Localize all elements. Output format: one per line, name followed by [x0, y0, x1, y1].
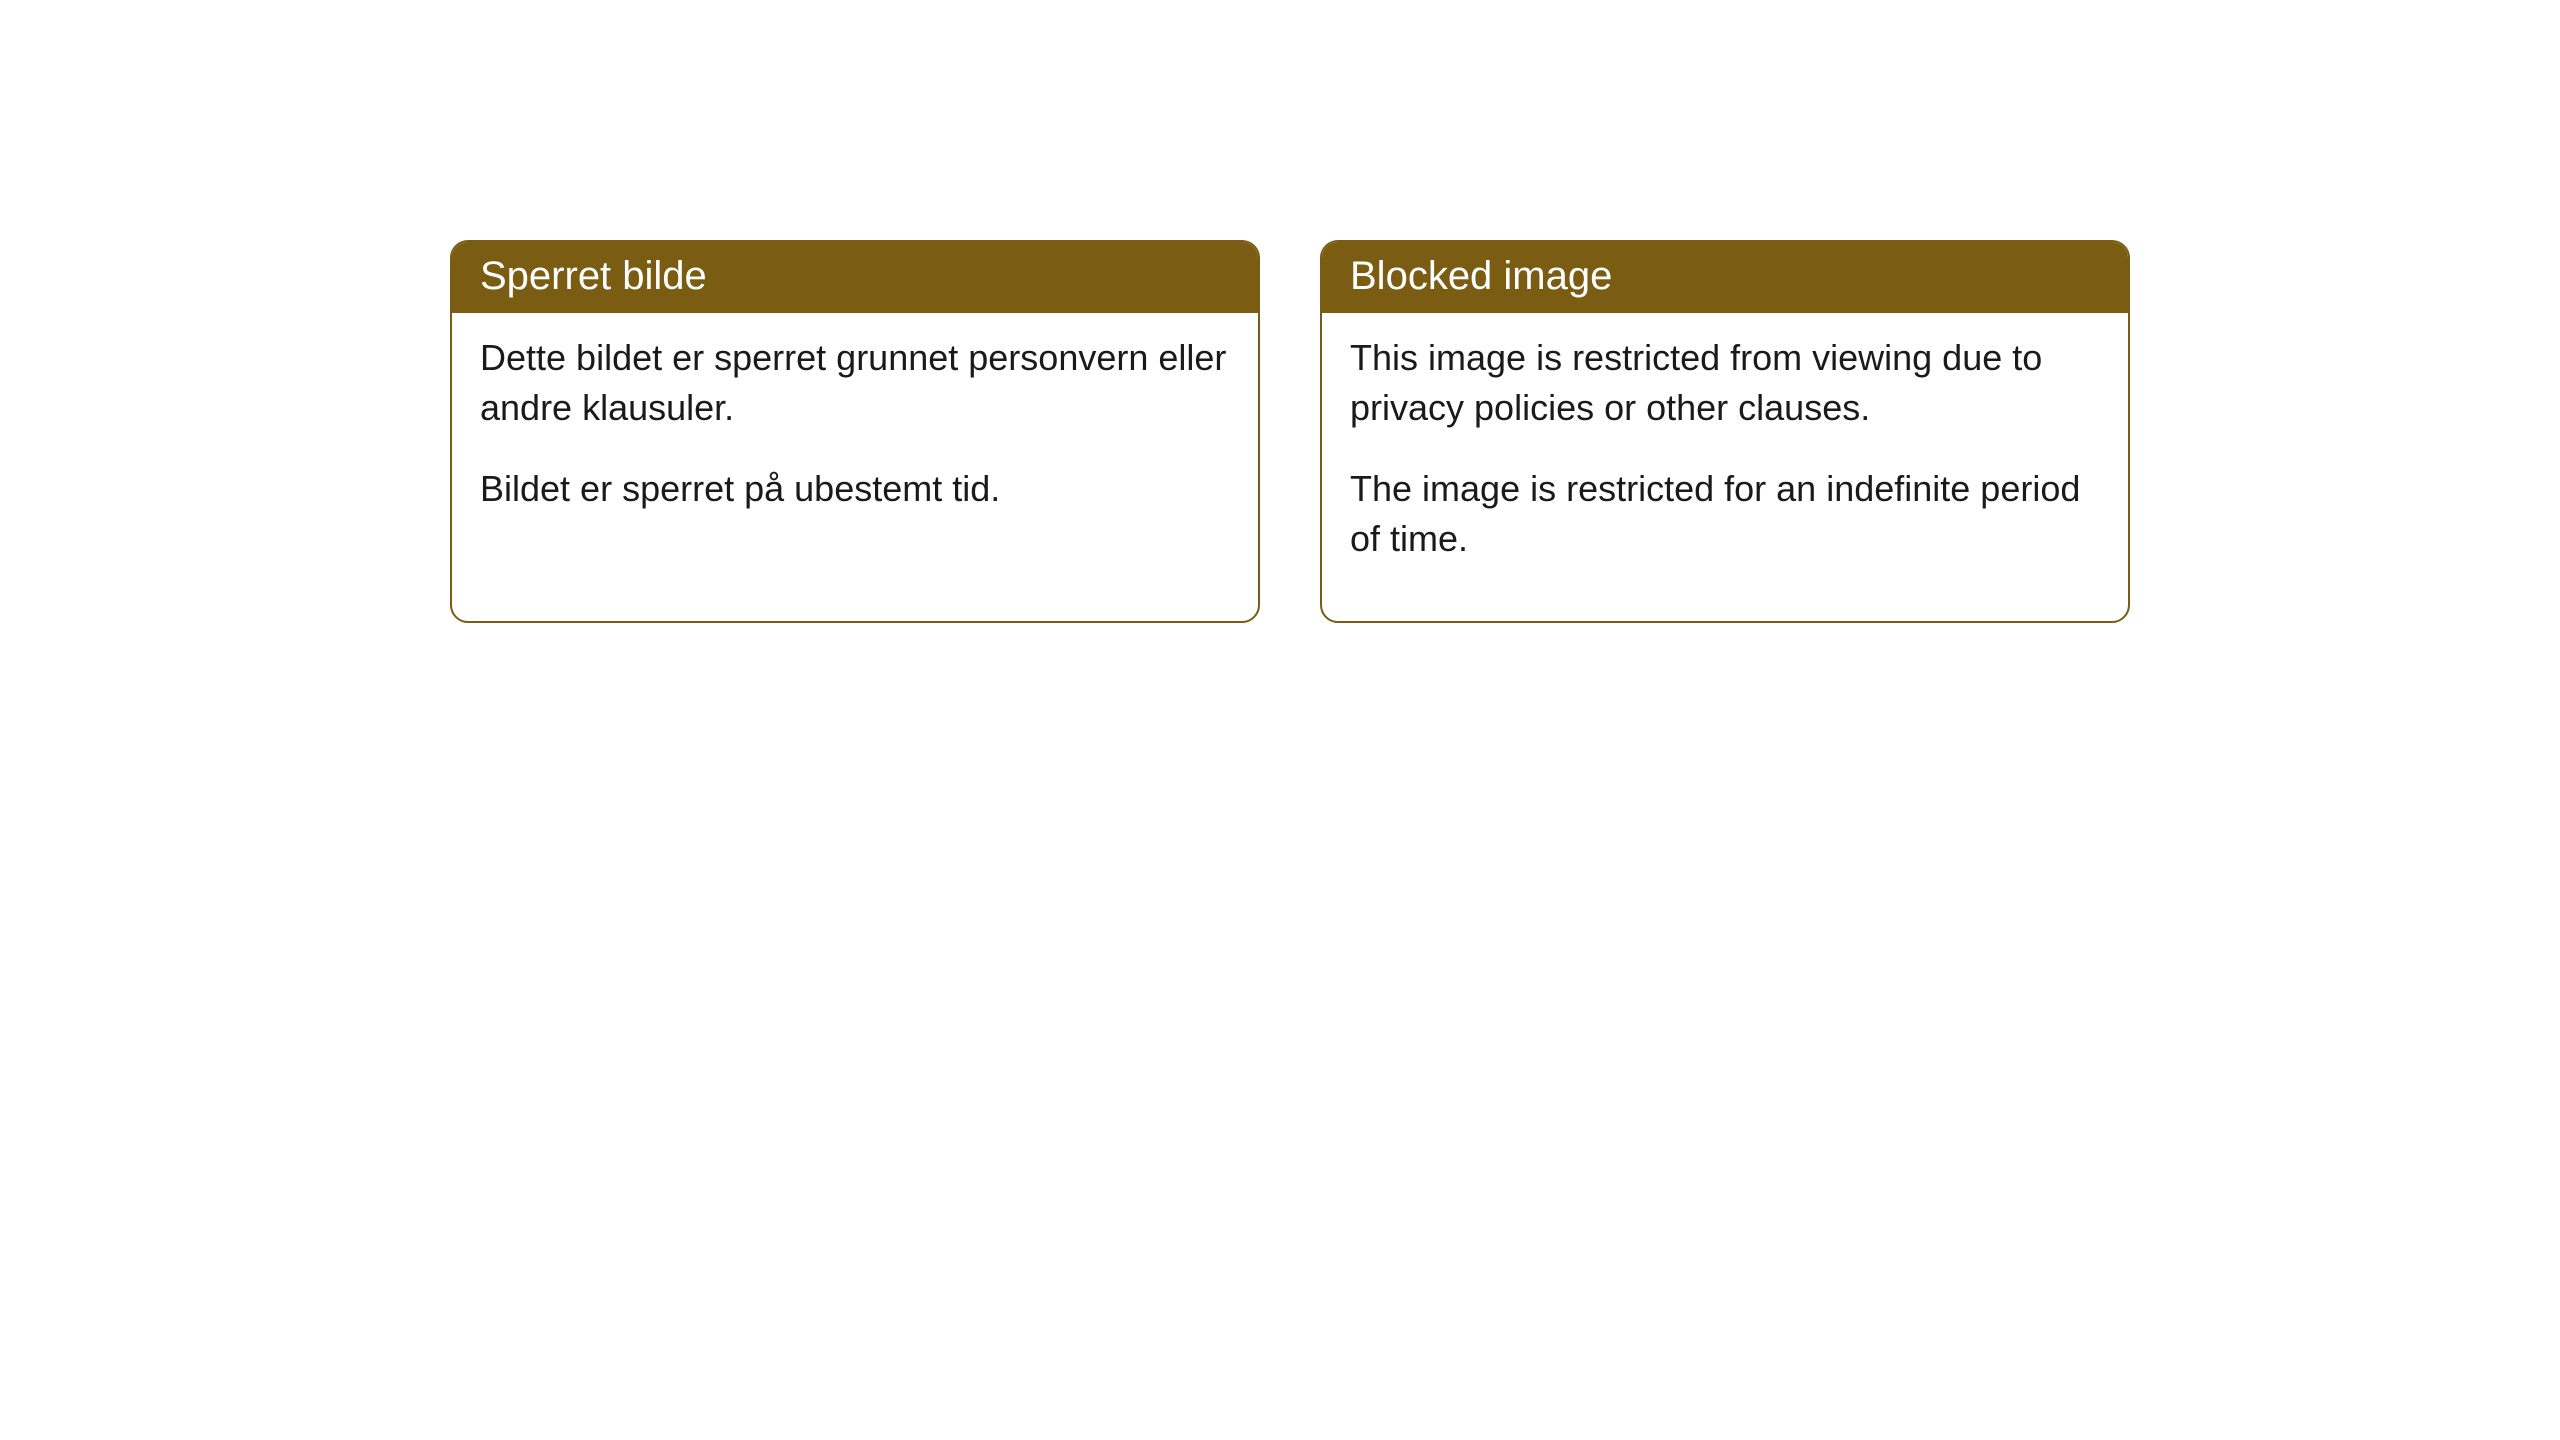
card-paragraph-2: Bildet er sperret på ubestemt tid. — [480, 464, 1230, 514]
card-paragraph-1: This image is restricted from viewing du… — [1350, 333, 2100, 434]
cards-container: Sperret bilde Dette bildet er sperret gr… — [0, 0, 2560, 623]
card-title: Blocked image — [1350, 254, 1612, 298]
blocked-image-card-norwegian: Sperret bilde Dette bildet er sperret gr… — [450, 240, 1260, 623]
card-header: Sperret bilde — [452, 242, 1258, 313]
card-paragraph-2: The image is restricted for an indefinit… — [1350, 464, 2100, 565]
card-title: Sperret bilde — [480, 254, 707, 298]
blocked-image-card-english: Blocked image This image is restricted f… — [1320, 240, 2130, 623]
card-body: Dette bildet er sperret grunnet personve… — [452, 313, 1258, 570]
card-paragraph-1: Dette bildet er sperret grunnet personve… — [480, 333, 1230, 434]
card-body: This image is restricted from viewing du… — [1322, 313, 2128, 621]
card-header: Blocked image — [1322, 242, 2128, 313]
